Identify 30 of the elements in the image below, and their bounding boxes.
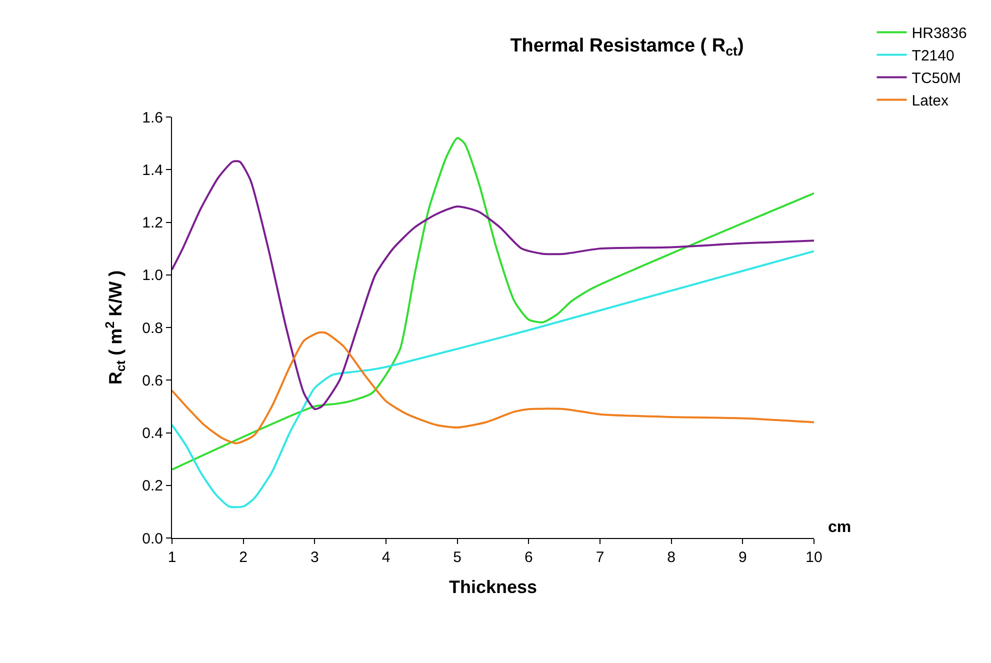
x-axis-title: Thickness [448,577,538,598]
line-series [172,160,814,410]
text: cm [828,519,852,536]
y-tick-label: 0.8 [142,320,163,337]
y-tick-label: 1.6 [142,109,163,126]
y-tick-label: 1.2 [142,214,163,232]
line-series [172,250,814,508]
line-series [172,137,814,471]
x-tick-label: 8 [667,549,676,566]
legend-label: T2140 [912,48,954,65]
y-tick-label: 1.4 [142,162,163,179]
x-tick-label: 9 [738,549,747,566]
x-tick-label: 6 [524,549,533,566]
line-series [172,331,814,444]
x-tick-label: 3 [310,549,319,566]
x-tick-label: 1 [168,549,176,566]
legend-label: Latex [912,92,949,110]
x-tick-label: 10 [806,549,822,566]
y-tick-label: 1.0 [142,267,163,284]
chart-title: Thermal Resistamce ( R$_{ct}$) [510,36,744,59]
x-tick-label: 2 [239,549,248,566]
x-tick-label: 7 [596,549,604,566]
y-tick-label: 0.6 [142,372,163,390]
x-tick-label: 5 [453,549,462,566]
y-tick-label: 0.4 [142,425,163,442]
legend-label: HR3836 [912,25,967,42]
legend-label: TC50M [912,70,961,88]
y-tick-label: 0.2 [142,478,163,495]
x-tick-label: 4 [382,549,390,566]
y-tick-label: 0.0 [142,530,163,548]
